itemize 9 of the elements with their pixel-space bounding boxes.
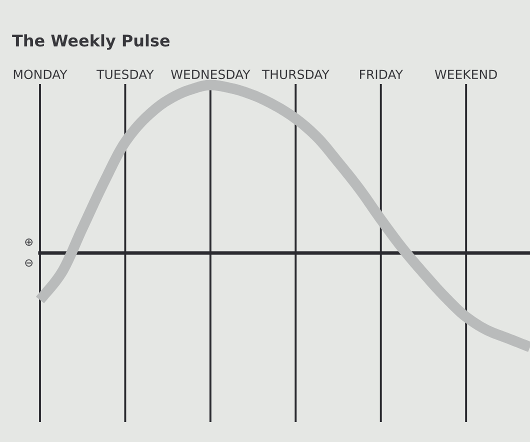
text: ⊖ xyxy=(25,259,33,267)
x-tick-label: THURSDAY xyxy=(262,70,330,80)
x-tick-label: TUESDAY xyxy=(96,70,154,80)
x-tick-label: WEEKEND xyxy=(434,70,497,79)
text: ⊕ xyxy=(25,238,33,246)
chart-title: The Weekly Pulse xyxy=(12,34,170,50)
x-tick-label: WEDNESDAY xyxy=(171,70,250,80)
x-tick-label: MONDAY xyxy=(14,70,68,80)
x-tick-label: FRIDAY xyxy=(360,70,403,79)
